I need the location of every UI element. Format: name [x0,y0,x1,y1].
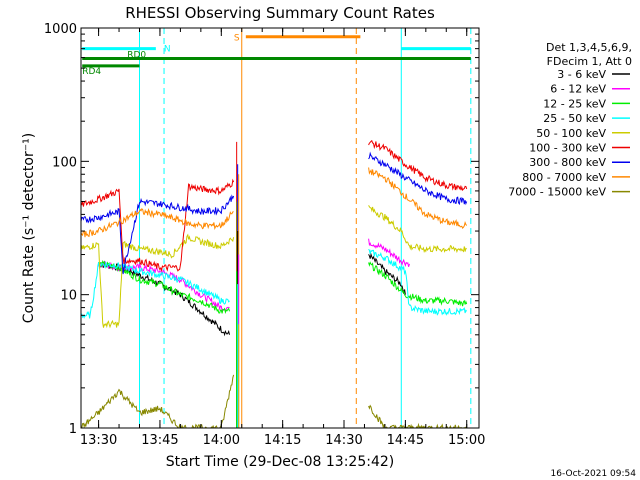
legend-entry-label: 25 - 50 keV [543,112,606,125]
legend-entry-label: 3 - 6 keV [557,68,606,81]
x-tick-label: 13:45 [141,433,178,448]
series-line-4-0 [81,233,235,329]
flag-bars: N S RD0 RD4 [82,34,471,77]
series-line-2-1 [368,261,468,307]
y-axis-label: Count Rate (s⁻¹ detector⁻¹) [21,133,37,323]
series-line-1-1 [368,238,410,268]
series-line-6-0 [81,194,235,275]
y-tick-label: 1000 [44,22,77,37]
legend-entry-label: 6 - 12 keV [550,83,606,96]
y-tick-label: 1 [69,422,77,437]
x-tick-label: 14:00 [203,433,240,448]
flag-label-N: N [164,45,171,55]
plot-frame [80,27,480,429]
series-line-8-1 [368,404,468,428]
y-tick-label: 100 [52,155,77,170]
legend: Det 1,3,4,5,6,9,FDecim 1, Att 03 - 6 keV… [508,41,632,199]
series-lines [81,139,468,428]
x-tick-label: 14:15 [264,433,301,448]
legend-entry-label: 800 - 7000 keV [522,171,606,184]
series-line-5-1 [368,139,468,192]
x-axis: 13:30 13:45 14:00 14:15 14:30 14:45 15:00 [80,28,485,448]
series-line-3-0 [81,261,230,319]
series-line-8-0 [81,374,235,428]
x-tick-label: 14:45 [387,433,424,448]
footer-timestamp: 16-Oct-2021 09:54 [551,469,637,479]
flag-label-S: S [234,34,240,44]
x-tick-label: 15:00 [448,433,485,448]
legend-entry-label: 100 - 300 keV [529,142,606,155]
y-axis: 1 10 100 1000 [44,22,479,437]
chart-title: RHESSI Observing Summary Count Rates [125,4,435,22]
series-line-5-0 [81,178,235,273]
series-line-3-1 [368,248,468,316]
legend-entry-label: 50 - 100 keV [536,127,606,140]
x-axis-label: Start Time (29-Dec-08 13:25:42) [166,454,394,470]
legend-entry-label: 12 - 25 keV [543,97,606,110]
legend-entry-label: 300 - 800 keV [529,156,606,169]
flag-label-RD4: RD4 [82,67,101,77]
series-line-0-1 [368,252,406,295]
y-tick-label: 10 [60,289,77,304]
vertical-markers [138,28,472,428]
x-tick-label: 13:30 [80,433,117,448]
legend-header-line: FDecim 1, Att 0 [547,55,632,68]
series-line-6-1 [368,151,468,206]
series-line-4-1 [368,205,468,254]
x-tick-label: 14:30 [325,433,362,448]
series-line-7-1 [368,167,468,229]
legend-header-line: Det 1,3,4,5,6,9, [546,41,632,54]
flag-label-RD0: RD0 [127,51,146,61]
legend-entry-label: 7000 - 15000 keV [508,186,606,199]
series-line-7-0 [81,207,234,238]
series-line-2-0 [98,260,230,314]
